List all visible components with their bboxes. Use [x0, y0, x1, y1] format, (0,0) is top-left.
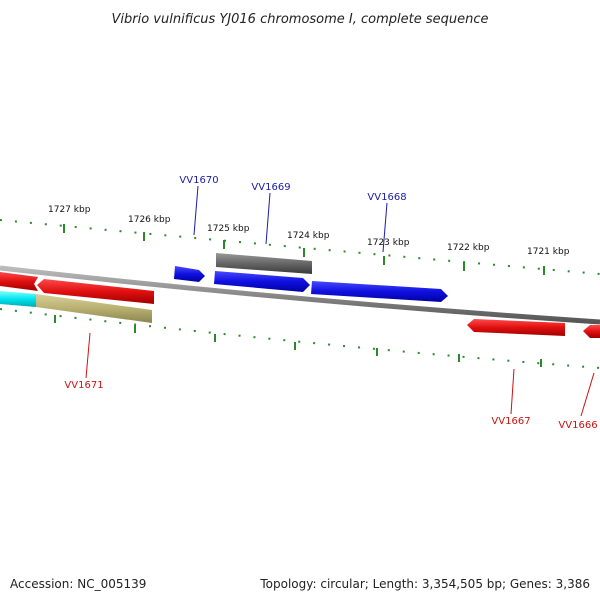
tick-label: 1725 kbp — [207, 224, 250, 234]
leader-line — [193, 185, 199, 236]
gene-label-vv1669[interactable]: VV1669 — [251, 182, 290, 193]
gene-label-vv1668[interactable]: VV1668 — [367, 192, 406, 203]
leader-line — [580, 372, 595, 417]
tick-label: 1721 kbp — [527, 247, 570, 257]
forward-genes — [0, 253, 448, 304]
genome-backbone — [0, 265, 600, 325]
tick-label: 1722 kbp — [447, 243, 490, 253]
tick-label: 1724 kbp — [287, 231, 330, 241]
leader-line — [85, 332, 91, 379]
gene-gray[interactable] — [216, 253, 312, 274]
leader-line — [265, 192, 271, 245]
gene-vv1671[interactable] — [37, 279, 154, 304]
gene-vv1669[interactable] — [214, 271, 310, 292]
gene-vv1670[interactable] — [174, 266, 205, 282]
gene-label-vv1666[interactable]: VV1666 — [558, 420, 597, 431]
map-title: Vibrio vulnificus YJ016 chromosome I, co… — [111, 12, 488, 27]
gene-vv1667[interactable] — [467, 319, 565, 336]
summary-text: Topology: circular; Length: 3,354,505 bp… — [260, 577, 590, 591]
gene-red-left[interactable] — [0, 272, 38, 291]
gene-label-vv1670[interactable]: VV1670 — [179, 175, 218, 186]
tick-label: 1727 kbp — [48, 205, 91, 215]
accession-text: Accession: NC_005139 — [10, 577, 147, 591]
gene-vv1666[interactable] — [583, 325, 600, 338]
gene-labels: VV1670 VV1669 VV1668 VV1671 VV1667 VV166… — [64, 175, 597, 431]
label-leaders — [85, 185, 595, 417]
tick-label: 1723 kbp — [367, 238, 410, 248]
reverse-ruler — [0, 308, 600, 369]
gene-olive[interactable] — [36, 294, 152, 323]
gene-vv1668[interactable] — [311, 281, 448, 302]
gene-label-vv1671[interactable]: VV1671 — [64, 380, 103, 391]
forward-ruler — [0, 219, 600, 275]
gene-label-vv1667[interactable]: VV1667 — [491, 416, 530, 427]
leader-line — [510, 368, 515, 415]
leader-line — [382, 202, 388, 253]
gene-cyan[interactable] — [0, 291, 36, 307]
tick-label: 1726 kbp — [128, 215, 171, 225]
tick-labels: 1727 kbp 1726 kbp 1725 kbp 1724 kbp 1723… — [48, 205, 570, 257]
reverse-genes — [0, 291, 600, 338]
